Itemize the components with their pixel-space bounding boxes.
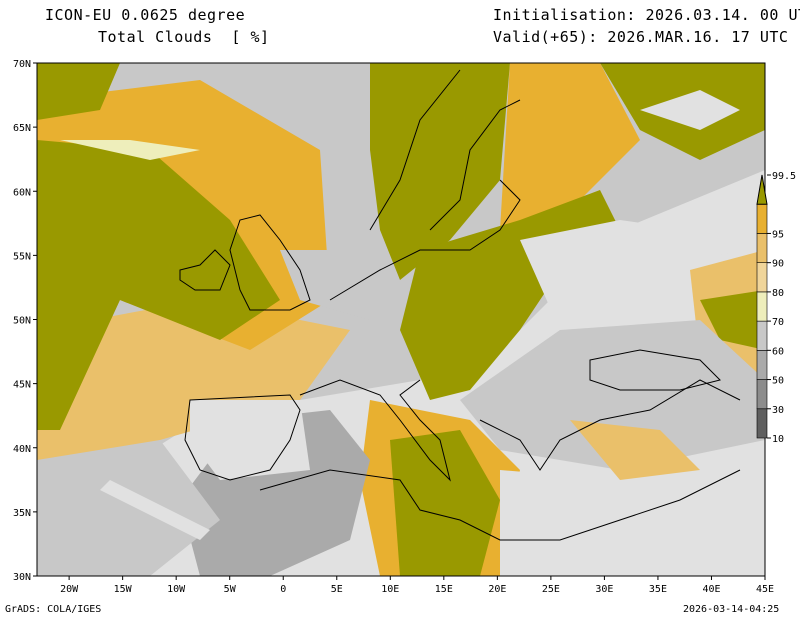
- lon-tick-label: 20E: [488, 584, 506, 595]
- lat-tick-label: 65N: [13, 123, 31, 134]
- valid-time: Valid(+65): 2026.MAR.16. 17 UTC: [493, 28, 789, 46]
- legend-swatch: [756, 233, 768, 263]
- lon-tick-label: 25E: [542, 584, 560, 595]
- legend-label: 30: [772, 405, 784, 416]
- legend-swatch: [756, 320, 768, 351]
- model-title: ICON-EU 0.0625 degree: [45, 6, 246, 24]
- init-time: Initialisation: 2026.03.14. 00 UTC: [493, 6, 800, 24]
- legend-label: 10: [772, 434, 784, 445]
- lon-tick-label: 10E: [381, 584, 399, 595]
- lat-tick-label: 30N: [13, 572, 31, 583]
- axis-ticks: 20W 15W 10W 5W 0 5E 10E 15E 20E 25E 30E 35E 40E 45E 30…: [13, 59, 774, 595]
- lat-tick-label: 45N: [13, 380, 31, 391]
- legend-swatch: [756, 408, 768, 439]
- lon-tick-label: 10W: [167, 584, 186, 595]
- grads-credit: GrADS: COLA/IGES: [5, 604, 102, 615]
- legend-label: 90: [772, 259, 784, 270]
- color-legend: 10 30 50 60 70 80 90 95 99.5: [756, 171, 796, 445]
- legend-label: 50: [772, 376, 784, 387]
- cloud-field: [37, 63, 765, 576]
- render-timestamp: 2026-03-14-04:25: [683, 604, 780, 615]
- lat-tick-label: 40N: [13, 444, 31, 455]
- legend-swatch: [756, 379, 768, 410]
- lon-tick-label: 5W: [224, 584, 237, 595]
- lon-tick-label: 30E: [595, 584, 613, 595]
- lon-tick-label: 0: [280, 584, 286, 595]
- lat-tick-label: 60N: [13, 187, 31, 198]
- lon-tick-label: 45E: [756, 584, 774, 595]
- legend-swatch: [756, 262, 768, 293]
- lon-tick-label: 5E: [331, 584, 343, 595]
- legend-label: 80: [772, 288, 784, 299]
- lon-tick-label: 35E: [649, 584, 667, 595]
- legend-label: 70: [772, 317, 784, 328]
- legend-label: 60: [772, 346, 784, 357]
- lat-tick-label: 50N: [13, 316, 31, 327]
- lat-tick-label: 35N: [13, 508, 31, 519]
- legend-swatch: [756, 350, 768, 380]
- lon-tick-label: 20W: [60, 584, 79, 595]
- coastlines: [179, 69, 741, 541]
- lon-tick-label: 40E: [702, 584, 720, 595]
- lat-tick-label: 70N: [13, 59, 31, 70]
- legend-swatch: [756, 291, 768, 322]
- lon-tick-label: 15W: [114, 584, 133, 595]
- legend-swatch: [756, 203, 768, 234]
- lon-tick-label: 15E: [435, 584, 453, 595]
- variable-title: Total Clouds [ %]: [98, 28, 270, 46]
- lat-tick-label: 55N: [13, 251, 31, 262]
- legend-swatch-top: [756, 174, 768, 205]
- legend-label: 95: [772, 229, 784, 240]
- legend-label: 99.5: [772, 171, 796, 182]
